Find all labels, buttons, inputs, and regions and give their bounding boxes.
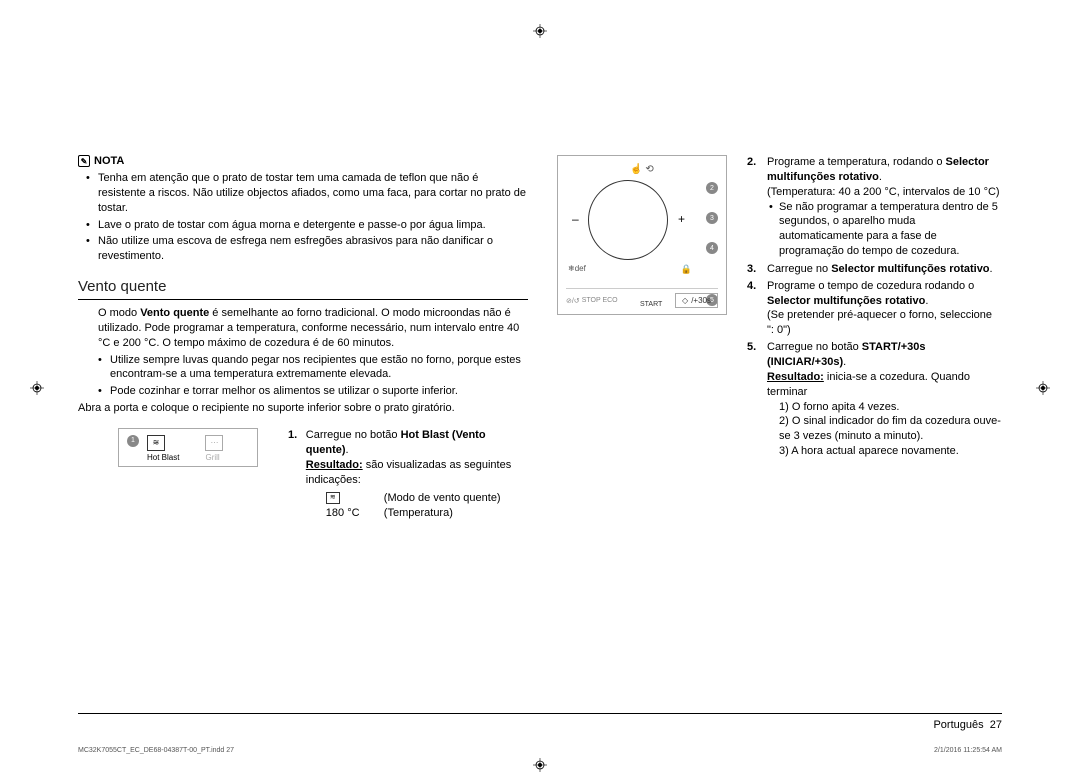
badge-3: 3 <box>706 212 718 224</box>
hotblast-panel: 1 ≋ Hot Blast ⋯ Grill <box>118 428 258 467</box>
section-bullets: Utilize sempre luvas quando pegar nos re… <box>78 353 528 400</box>
badge-2: 2 <box>706 182 718 194</box>
defrost-icon: ❄def <box>568 264 586 273</box>
step1-num: 1. <box>288 428 300 521</box>
grill-label: Grill <box>205 453 219 462</box>
dial-top-icons: ☝ ⟲ <box>630 164 654 175</box>
badge-1: 1 <box>127 435 139 447</box>
registration-mark-left <box>30 381 44 395</box>
nota-label: NOTA <box>94 155 124 167</box>
dial-circle <box>588 180 668 260</box>
start-box: ◇/+30s <box>675 293 718 308</box>
start-label: START <box>640 301 662 308</box>
file-info: MC32K7055CT_EC_DE68-04387T-00_PT.indd 27… <box>78 747 1002 754</box>
dial-minus: – <box>572 212 579 226</box>
hotblast-label: Hot Blast <box>147 453 179 462</box>
section-title: Vento quente <box>78 278 528 295</box>
nota-bullet: Lave o prato de tostar com água morna e … <box>98 218 528 233</box>
footer: Português 27 <box>933 719 1002 731</box>
dial-plus: + <box>678 212 685 226</box>
badge-4: 4 <box>706 242 718 254</box>
section-intro: O modo Vento quente é semelhante ao forn… <box>98 306 528 351</box>
nota-bullet: Tenha em atenção que o prato de tostar t… <box>98 171 528 216</box>
lock-icon: 🔒 <box>681 264 692 275</box>
nota-bullet: Não utilize uma escova de esfrega nem es… <box>98 234 528 264</box>
nota-header: ✎ NOTA <box>78 155 528 167</box>
note-icon: ✎ <box>78 155 90 167</box>
mode-icon: ≋ <box>326 492 340 504</box>
nota-bullets: Tenha em atenção que o prato de tostar t… <box>78 171 528 264</box>
footer-rule <box>78 713 1002 714</box>
step1-block: 1. Carregue no botão Hot Blast (Vento qu… <box>288 428 528 521</box>
section-after: Abra a porta e coloque o recipiente no s… <box>78 401 528 416</box>
steps-right: 2. Programe a temperatura, rodando o Sel… <box>747 155 1002 459</box>
section-bullet: Utilize sempre luvas quando pegar nos re… <box>110 353 528 383</box>
stop-eco: ⊘/↺ STOP ECO <box>566 297 618 305</box>
section-underline <box>78 299 528 300</box>
dial-panel: ☝ ⟲ – + 2 3 4 5 ❄def 🔒 ⊘/↺ STOP ECO ◇/+3… <box>557 155 727 315</box>
registration-mark-right <box>1036 381 1050 395</box>
hotblast-icon: ≋ <box>147 435 165 451</box>
section-bullet: Pode cozinhar e torrar melhor os aliment… <box>110 384 528 399</box>
grill-icon: ⋯ <box>205 435 223 451</box>
registration-mark-bottom <box>533 758 547 772</box>
registration-mark-top <box>533 24 547 38</box>
